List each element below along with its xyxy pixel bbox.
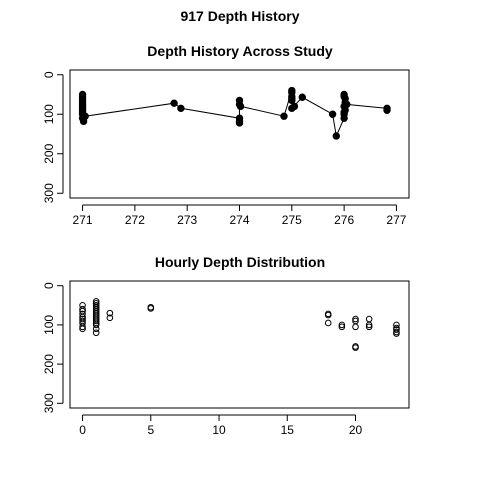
data-point	[106, 309, 114, 317]
data-point	[365, 323, 373, 331]
y-tick-label: 300	[42, 393, 56, 413]
data-point	[79, 310, 86, 318]
data-point	[352, 323, 359, 331]
data-point	[324, 319, 332, 327]
data-point	[352, 315, 359, 323]
x-tick-label: 273	[177, 213, 197, 227]
data-point	[79, 315, 86, 323]
x-tick-label: 20	[349, 423, 363, 437]
x-tick-label: 5	[147, 423, 154, 437]
data-point	[106, 314, 114, 322]
x-tick-label: 276	[334, 213, 354, 227]
data-point	[92, 321, 100, 329]
data-point	[170, 99, 178, 107]
x-tick-label: 277	[386, 213, 406, 227]
x-tick-label: 274	[229, 213, 249, 227]
data-point	[383, 106, 391, 114]
data-point	[343, 100, 351, 109]
data-point	[92, 329, 100, 337]
data-point	[328, 110, 337, 118]
data-point	[79, 323, 86, 331]
data-point	[147, 305, 155, 312]
x-tick-label: 0	[79, 423, 86, 437]
y-tick-label: 300	[42, 183, 56, 203]
y-tick-label: 0	[42, 71, 56, 78]
data-point	[288, 96, 296, 105]
data-point	[79, 325, 86, 333]
hourly-depth-panel: Hourly Depth Distribution 0 5 10 15 20010020…	[42, 254, 410, 437]
data-point	[298, 93, 306, 101]
data-point	[177, 104, 185, 113]
figure-title: 917 Depth History	[180, 8, 299, 24]
plot-frame	[69, 280, 410, 409]
data-point	[338, 321, 346, 329]
x-tick-label: 10	[212, 423, 226, 437]
x-tick-label: 272	[125, 213, 145, 227]
depth-history-panel: Depth History Across Study 271 272 273 274 2…	[42, 43, 410, 227]
data-point	[338, 323, 346, 331]
depth-history-title: Depth History Across Study	[147, 43, 333, 59]
y-tick-label: 200	[42, 143, 56, 163]
data-point	[365, 321, 373, 329]
x-tick-label: 15	[281, 423, 295, 437]
data-point	[79, 305, 86, 313]
plot-frame	[69, 69, 410, 199]
data-point	[81, 112, 89, 120]
hourly-depth-title: Hourly Depth Distribution	[155, 254, 325, 270]
y-tick-label: 0	[42, 282, 56, 289]
data-point	[352, 344, 359, 351]
data-point	[288, 104, 296, 113]
data-point	[235, 119, 244, 127]
x-tick-label: 271	[73, 213, 93, 227]
data-point	[393, 321, 400, 329]
x-tick-label: 275	[282, 213, 302, 227]
y-tick-label: 100	[42, 315, 56, 335]
data-point	[393, 330, 400, 337]
data-point	[92, 325, 100, 333]
data-point	[393, 326, 400, 333]
y-tick-label: 100	[42, 104, 56, 124]
y-tick-label: 200	[42, 354, 56, 374]
data-point	[340, 90, 348, 99]
data-point	[324, 311, 332, 319]
data-point	[236, 102, 245, 111]
data-point	[332, 132, 340, 140]
data-point	[280, 112, 288, 120]
data-point	[92, 317, 100, 325]
